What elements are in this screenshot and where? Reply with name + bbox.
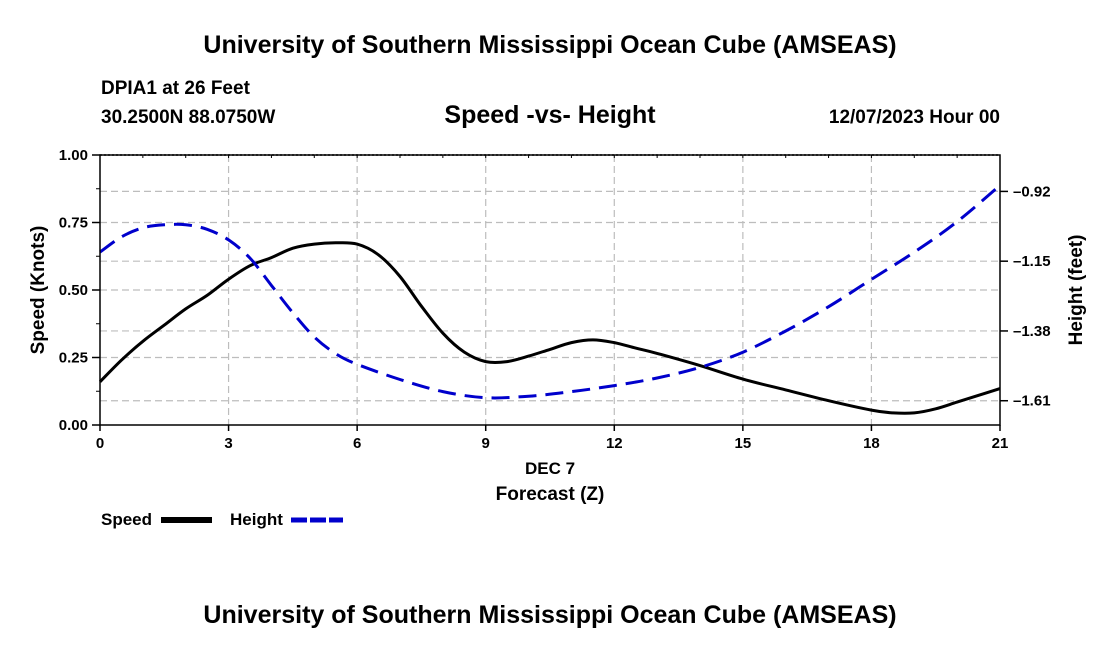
y-tick-label: 0.75 <box>59 215 88 232</box>
y2-axis-label: Height (feet) <box>1066 235 1087 346</box>
x-tick-label: 9 <box>482 435 490 452</box>
station-coords: 30.2500N 88.0750W <box>101 107 276 128</box>
x-tick-label: 18 <box>863 435 880 452</box>
y2-tick-label: –1.38 <box>1013 323 1051 340</box>
legend-label-height: Height <box>230 510 283 529</box>
x-tick-label: 6 <box>353 435 361 452</box>
forecast-datetime: 12/07/2023 Hour 00 <box>828 107 1000 128</box>
y2-tick-label: –1.61 <box>1013 393 1051 410</box>
page-title: University of Southern Mississippi Ocean… <box>203 31 897 59</box>
legend-label-speed: Speed <box>101 510 152 529</box>
footer-title: University of Southern Mississippi Ocean… <box>203 601 897 629</box>
x-tick-label: 0 <box>96 435 104 452</box>
x-tick-label: 12 <box>606 435 623 452</box>
y2-tick-label: –1.15 <box>1013 253 1051 270</box>
legend: Speed Height <box>101 510 343 529</box>
y-tick-label: 0.25 <box>59 350 88 367</box>
x-axis-label: Forecast (Z) <box>496 484 605 505</box>
station-label: DPIA1 at 26 Feet <box>101 78 250 99</box>
y-axis-label: Speed (Knots) <box>28 226 49 355</box>
y-tick-label: 0.00 <box>59 417 88 434</box>
speed-height-chart: 0 3 6 9 12 15 18 21 0.00 0.25 0.50 0.75 1.00 –0.92 –1.… <box>28 147 1087 529</box>
y2-tick-label: –0.92 <box>1013 183 1051 200</box>
x-tick-label: 3 <box>224 435 232 452</box>
series-line-height <box>99 184 1001 400</box>
y-tick-label: 1.00 <box>59 147 88 164</box>
series-line-speed <box>98 241 1001 415</box>
x-date-label: DEC 7 <box>525 459 575 478</box>
chart-title: Speed -vs- Height <box>444 101 656 129</box>
axis-layer: 0 3 6 9 12 15 18 21 0.00 0.25 0.50 0.75 1.00 –0.92 –1.… <box>59 147 1051 452</box>
series-layer <box>98 184 1001 415</box>
x-tick-label: 15 <box>735 435 752 452</box>
x-tick-label: 21 <box>992 435 1009 452</box>
grid-lines <box>100 155 1000 425</box>
y-tick-label: 0.50 <box>59 282 88 299</box>
